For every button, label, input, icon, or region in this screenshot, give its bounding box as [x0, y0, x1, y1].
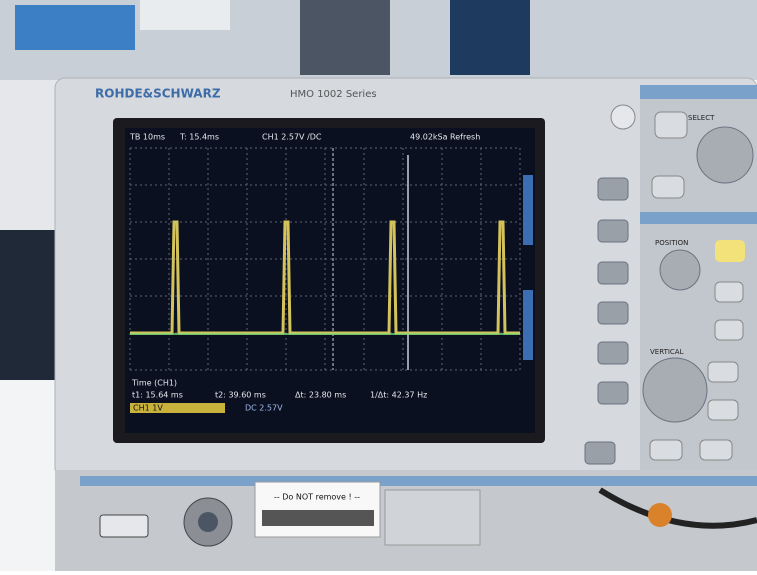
panel-strip — [640, 85, 757, 99]
cursor-inverse: 1/Δt: 42.37 Hz — [370, 391, 427, 400]
softkey[interactable] — [598, 302, 628, 324]
softkey[interactable] — [598, 262, 628, 284]
connector-pins — [262, 510, 374, 526]
channel-setting: CH1 2.57V /DC — [262, 133, 322, 142]
shelf — [450, 0, 530, 75]
ch1-button[interactable] — [715, 240, 745, 262]
button[interactable] — [652, 176, 684, 198]
button[interactable] — [700, 440, 732, 460]
cursor-delta: Δt: 23.80 ms — [295, 391, 346, 400]
usb-port — [100, 515, 148, 537]
channel-scale: CH1 1V — [133, 404, 163, 413]
probe-connector — [648, 503, 672, 527]
panel-strip — [640, 212, 757, 224]
port-strip — [80, 476, 757, 486]
side-menu — [523, 290, 533, 360]
sticker — [255, 482, 380, 537]
photo: ROHDE&SCHWARZ HMO 1002 Series TB 10ms T:… — [0, 0, 757, 571]
vertical-knob[interactable] — [643, 358, 707, 422]
trigger-label: DC 2.57V — [245, 404, 283, 413]
side-menu — [523, 175, 533, 245]
timebase: TB 10ms — [129, 133, 165, 142]
monitor — [15, 5, 135, 50]
button[interactable] — [655, 112, 687, 138]
softkey[interactable] — [598, 342, 628, 364]
softkey[interactable] — [598, 220, 628, 242]
power-button[interactable] — [611, 105, 635, 129]
brand: ROHDE&SCHWARZ — [95, 87, 221, 101]
monitor — [140, 0, 230, 30]
cursor-title: Time (CH1) — [131, 379, 177, 388]
select-label: SELECT — [688, 114, 715, 122]
device — [0, 230, 55, 380]
softkey[interactable] — [585, 442, 615, 464]
position-label: POSITION — [655, 239, 688, 247]
model: HMO 1002 Series — [290, 89, 377, 100]
position-knob[interactable] — [660, 250, 700, 290]
cursor-t1: t1: 15.64 ms — [132, 391, 183, 400]
screen — [125, 128, 535, 433]
softkey[interactable] — [598, 382, 628, 404]
trigger-time: T: 15.4ms — [179, 133, 219, 142]
bnc-center — [198, 512, 218, 532]
cursor-t2: t2: 39.60 ms — [215, 391, 266, 400]
select-knob[interactable] — [697, 127, 753, 183]
button[interactable] — [715, 320, 743, 340]
sticker-text: -- Do NOT remove ! -- — [274, 493, 360, 502]
button[interactable] — [715, 282, 743, 302]
button[interactable] — [708, 362, 738, 382]
sample-rate: 49.02kSa Refresh — [410, 133, 480, 142]
button[interactable] — [708, 400, 738, 420]
button[interactable] — [650, 440, 682, 460]
probe-diagram — [385, 490, 480, 545]
softkey[interactable] — [598, 178, 628, 200]
person — [300, 0, 390, 75]
vertical-label: VERTICAL — [650, 348, 684, 356]
